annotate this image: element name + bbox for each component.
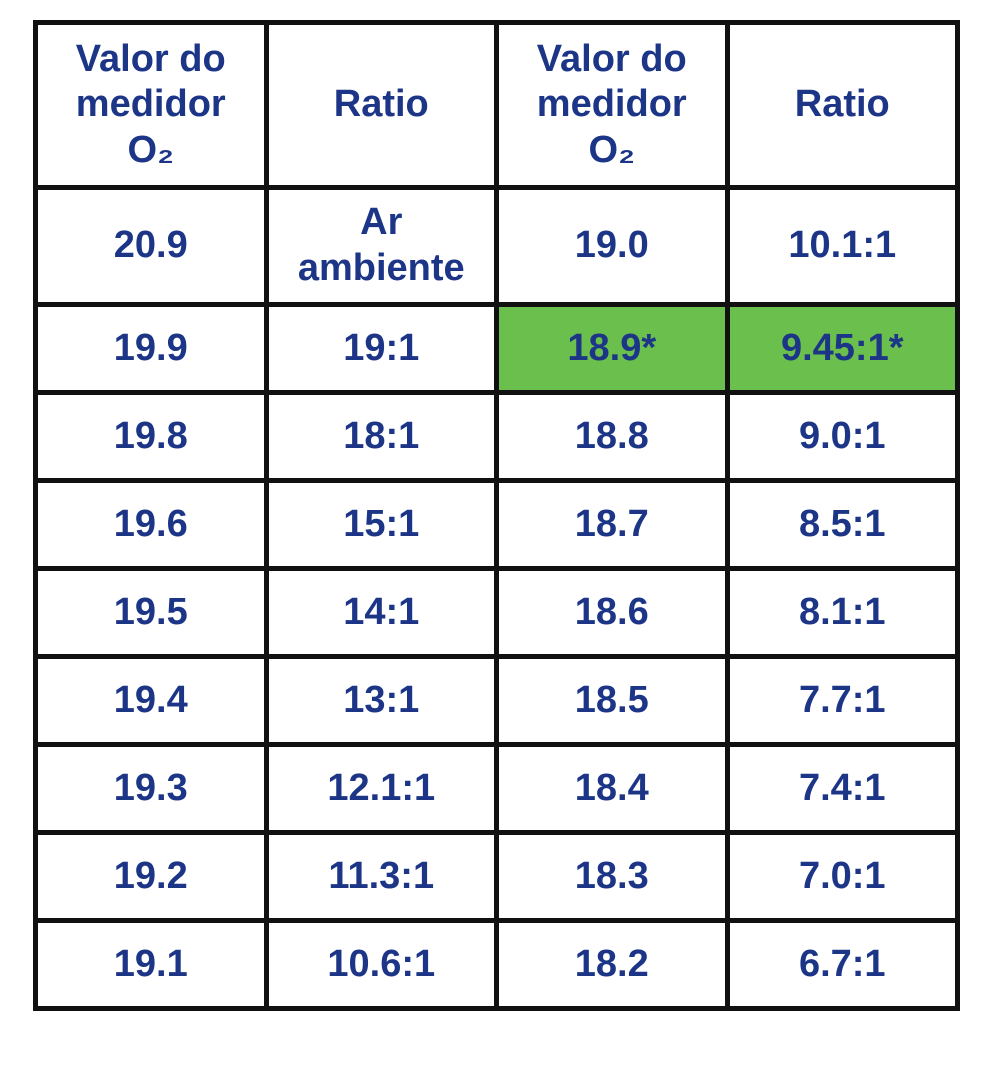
cell: 10.6:1 <box>263 918 499 1011</box>
cell: 9.0:1 <box>724 390 960 483</box>
highlighted-cell: 18.9* <box>494 302 730 395</box>
cell-text: Ar ambiente <box>297 201 465 289</box>
cell: 7.7:1 <box>724 654 960 747</box>
cell: 18:1 <box>263 390 499 483</box>
table-row: 19.5 14:1 18.6 8.1:1 <box>33 566 960 659</box>
cell: 7.4:1 <box>724 742 960 835</box>
cell: 7.0:1 <box>724 830 960 923</box>
cell: 18.8 <box>494 390 730 483</box>
table-row: 19.9 19:1 18.9* 9.45:1* <box>33 302 960 395</box>
cell: 8.5:1 <box>724 478 960 571</box>
cell: 19.2 <box>33 830 269 923</box>
cell: 18.7 <box>494 478 730 571</box>
cell: 18.3 <box>494 830 730 923</box>
table-row: 19.8 18:1 18.8 9.0:1 <box>33 390 960 483</box>
cell: 14:1 <box>263 566 499 659</box>
cell: 19.0 <box>494 185 730 307</box>
header-text: Valor do medidor O₂ <box>536 37 687 171</box>
cell: 11.3:1 <box>263 830 499 923</box>
table-row: 19.2 11.3:1 18.3 7.0:1 <box>33 830 960 923</box>
cell: 12.1:1 <box>263 742 499 835</box>
table-row: 19.1 10.6:1 18.2 6.7:1 <box>33 918 960 1011</box>
cell: Ar ambiente <box>263 185 499 307</box>
cell: 18.6 <box>494 566 730 659</box>
header-cell: Valor do medidor O₂ <box>33 20 269 190</box>
cell: 19:1 <box>263 302 499 395</box>
header-text: Valor do medidor O₂ <box>75 37 226 171</box>
cell: 13:1 <box>263 654 499 747</box>
ratio-table: Valor do medidor O₂ Ratio Valor do medid… <box>33 20 960 1011</box>
cell: 19.8 <box>33 390 269 483</box>
table-row: 19.3 12.1:1 18.4 7.4:1 <box>33 742 960 835</box>
cell: 10.1:1 <box>724 185 960 307</box>
highlighted-cell: 9.45:1* <box>724 302 960 395</box>
cell: 19.5 <box>33 566 269 659</box>
cell: 15:1 <box>263 478 499 571</box>
header-row: Valor do medidor O₂ Ratio Valor do medid… <box>33 20 960 190</box>
cell: 18.2 <box>494 918 730 1011</box>
cell: 20.9 <box>33 185 269 307</box>
cell: 19.3 <box>33 742 269 835</box>
cell: 8.1:1 <box>724 566 960 659</box>
cell: 18.4 <box>494 742 730 835</box>
table-row: 19.4 13:1 18.5 7.7:1 <box>33 654 960 747</box>
header-cell: Ratio <box>724 20 960 190</box>
cell: 6.7:1 <box>724 918 960 1011</box>
header-cell: Valor do medidor O₂ <box>494 20 730 190</box>
cell: 18.5 <box>494 654 730 747</box>
table-row: 20.9 Ar ambiente 19.0 10.1:1 <box>33 185 960 307</box>
cell: 19.4 <box>33 654 269 747</box>
header-cell: Ratio <box>263 20 499 190</box>
cell: 19.6 <box>33 478 269 571</box>
cell: 19.9 <box>33 302 269 395</box>
table-row: 19.6 15:1 18.7 8.5:1 <box>33 478 960 571</box>
cell: 19.1 <box>33 918 269 1011</box>
